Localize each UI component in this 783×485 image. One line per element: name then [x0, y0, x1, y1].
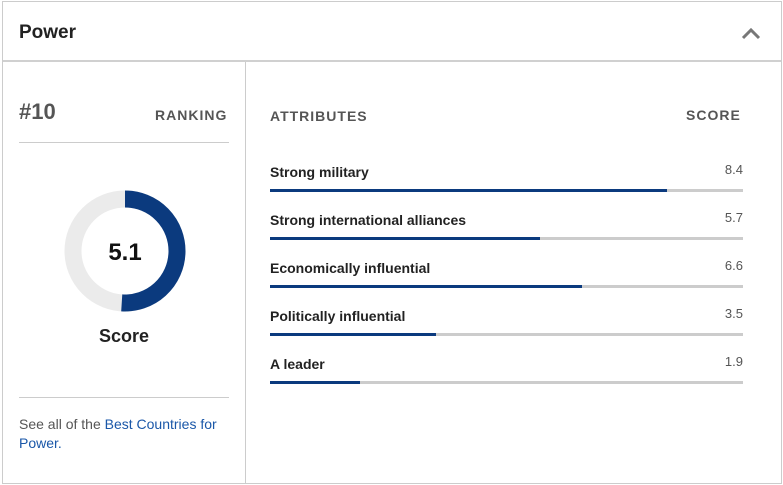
attribute-score: 3.5 — [724, 306, 743, 321]
attribute-score: 6.6 — [724, 258, 743, 273]
attribute-name: Economically influential — [270, 260, 431, 276]
attribute-name: A leader — [270, 356, 325, 372]
divider — [19, 142, 229, 143]
bar-track — [270, 285, 743, 288]
bar-track — [270, 237, 743, 240]
divider — [19, 397, 229, 398]
attribute-name: Strong international alliances — [270, 212, 467, 228]
bar — [270, 333, 436, 336]
header[interactable]: Power — [3, 2, 781, 62]
rank-label: RANKING — [155, 107, 228, 123]
bar — [270, 285, 583, 288]
footer-text: See all of the — [19, 416, 101, 432]
bar — [270, 381, 360, 384]
bar-track — [270, 381, 743, 384]
attribute-name: Strong military — [270, 164, 369, 180]
attributes-heading: ATTRIBUTES — [270, 108, 368, 124]
footer-link[interactable]: Best Countries for Power. — [19, 416, 217, 451]
bar — [270, 237, 540, 240]
rank: #10 — [19, 99, 56, 124]
score-donut: 5.1 — [64, 190, 186, 312]
collapse-chevron[interactable] — [741, 26, 761, 40]
score-heading: SCORE — [686, 107, 741, 123]
footer: See all of the Best Countries for Power. — [19, 415, 231, 453]
bar — [270, 189, 668, 192]
donut-arc — [121, 190, 186, 312]
title: Power — [19, 22, 77, 43]
left-panel: #10 RANKING 5.1 Score See all of the Bes… — [3, 62, 246, 483]
attribute-score: 5.7 — [724, 210, 743, 225]
attribute-score: 1.9 — [724, 354, 743, 369]
bar-track — [270, 189, 743, 192]
attribute-name: Politically influential — [270, 308, 406, 324]
score-value: 5.1 — [108, 239, 141, 266]
score-label: Score — [98, 326, 150, 346]
bar-track — [270, 333, 743, 336]
attribute-score: 8.4 — [724, 162, 743, 177]
